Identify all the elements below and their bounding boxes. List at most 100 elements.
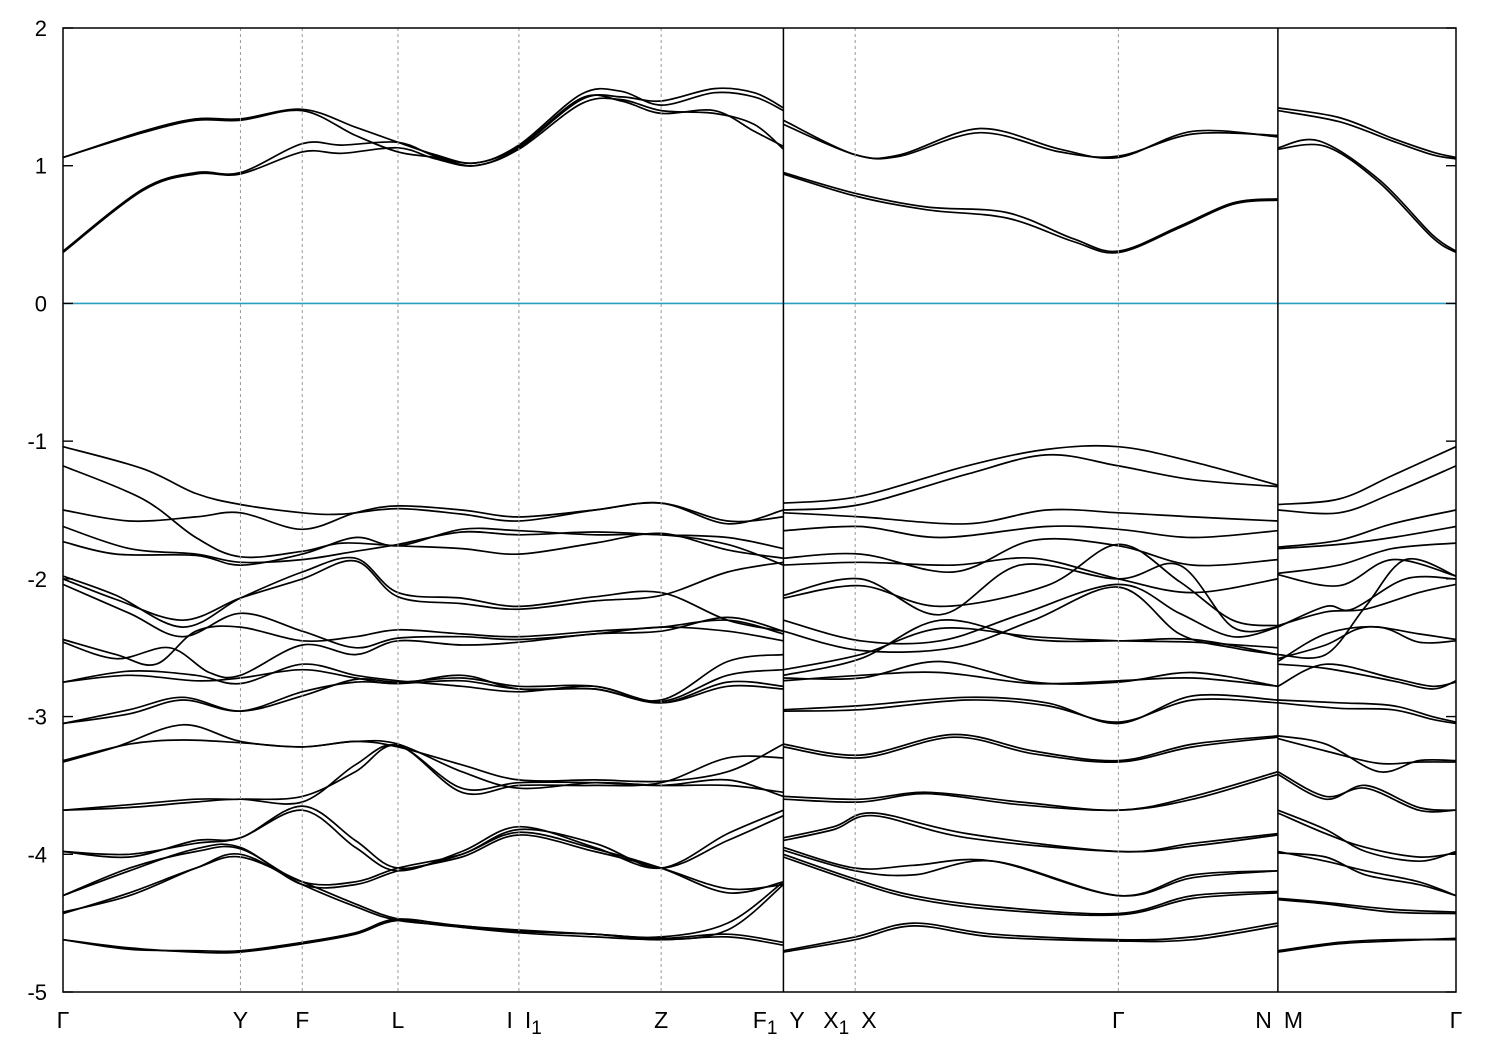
band-line-86 bbox=[1277, 812, 1457, 858]
band-line-34 bbox=[783, 444, 1279, 504]
band-line-89 bbox=[1277, 897, 1457, 913]
band-line-32 bbox=[783, 119, 1278, 160]
band-line-27 bbox=[62, 855, 784, 941]
band-line-73 bbox=[1277, 583, 1457, 627]
band-line-18 bbox=[62, 723, 784, 783]
band-line-71 bbox=[1277, 558, 1457, 587]
band-line-81 bbox=[1277, 735, 1457, 773]
band-line-58 bbox=[783, 853, 1278, 915]
band-line-0 bbox=[62, 97, 784, 254]
y-tick-label: -2 bbox=[27, 567, 47, 592]
band-line-44 bbox=[783, 627, 1278, 671]
y-tick-label: -4 bbox=[27, 842, 47, 867]
band-line-55 bbox=[783, 814, 1279, 853]
band-line-66 bbox=[1277, 445, 1457, 506]
band-line-37 bbox=[783, 525, 1278, 539]
band-line-54 bbox=[783, 812, 1278, 853]
kpoint-label: F1 bbox=[753, 1007, 778, 1039]
kpoint-label: F bbox=[295, 1007, 309, 1033]
kpoint-label: Y bbox=[789, 1007, 804, 1033]
band-line-53 bbox=[783, 773, 1279, 812]
band-line-41 bbox=[783, 543, 1279, 627]
band-line-3 bbox=[62, 94, 784, 252]
y-tick-label: 1 bbox=[35, 154, 47, 179]
kpoint-label: M bbox=[1284, 1007, 1303, 1033]
band-line-48 bbox=[783, 693, 1278, 725]
kpoint-label: L bbox=[392, 1007, 405, 1033]
band-line-69 bbox=[1277, 525, 1457, 550]
band-line-74 bbox=[1277, 557, 1457, 659]
band-line-49 bbox=[783, 698, 1278, 723]
band-line-10 bbox=[62, 559, 784, 622]
band-line-42 bbox=[783, 583, 1279, 645]
band-line-59 bbox=[783, 856, 1278, 917]
band-line-68 bbox=[1277, 509, 1457, 549]
kpoint-label: Y bbox=[233, 1007, 248, 1033]
band-line-83 bbox=[1277, 770, 1457, 813]
kpoint-label: I1 bbox=[525, 1007, 542, 1039]
band-line-43 bbox=[783, 586, 1279, 656]
band-line-15 bbox=[62, 653, 784, 702]
band-line-12 bbox=[62, 619, 784, 666]
band-line-35 bbox=[783, 453, 1278, 511]
band-line-38 bbox=[783, 537, 1278, 573]
band-line-62 bbox=[1277, 107, 1457, 159]
band-line-2 bbox=[62, 87, 784, 167]
band-line-70 bbox=[1277, 542, 1457, 575]
kpoint-label: Γ bbox=[57, 1007, 70, 1033]
band-line-9 bbox=[62, 556, 784, 633]
band-line-72 bbox=[1277, 575, 1457, 628]
band-line-51 bbox=[783, 736, 1278, 764]
band-line-22 bbox=[62, 805, 784, 870]
kpoint-label: X bbox=[861, 1007, 876, 1033]
y-axis-ticks: -5 -4 -3 -2 -1 0 1 2 bbox=[27, 16, 1456, 1005]
band-line-5 bbox=[62, 465, 784, 560]
band-line-47 bbox=[783, 671, 1278, 688]
band-line-60 bbox=[783, 922, 1279, 952]
band-line-80 bbox=[1277, 701, 1457, 725]
band-line-64 bbox=[1277, 143, 1457, 254]
plot-frame bbox=[62, 27, 1457, 993]
segment-separators bbox=[782, 28, 1279, 992]
band-line-78 bbox=[1277, 663, 1457, 688]
kpoint-gridlines bbox=[239, 28, 1279, 992]
y-tick-label: -3 bbox=[27, 705, 47, 730]
band-line-11 bbox=[62, 583, 784, 649]
band-line-77 bbox=[1277, 663, 1457, 690]
band-line-45 bbox=[783, 619, 1279, 677]
kpoint-label: X1 bbox=[823, 1007, 849, 1039]
band-line-6 bbox=[62, 501, 784, 531]
band-line-33 bbox=[783, 123, 1278, 160]
band-line-7 bbox=[62, 525, 784, 564]
band-line-30 bbox=[783, 173, 1278, 254]
band-line-79 bbox=[1277, 699, 1457, 723]
band-line-52 bbox=[783, 770, 1279, 812]
band-line-23 bbox=[62, 809, 784, 872]
band-line-65 bbox=[1277, 138, 1457, 252]
band-line-88 bbox=[1277, 852, 1457, 897]
band-line-31 bbox=[783, 171, 1278, 253]
y-tick-label: 2 bbox=[35, 16, 47, 41]
kpoint-label: Z bbox=[654, 1007, 668, 1033]
y-tick-label: -1 bbox=[27, 429, 47, 454]
band-line-46 bbox=[783, 660, 1279, 688]
kpoint-label: Γ bbox=[1450, 1007, 1463, 1033]
band-line-28 bbox=[62, 919, 784, 954]
band-line-84 bbox=[1277, 773, 1457, 812]
y-tick-label: -5 bbox=[27, 980, 47, 1005]
band-line-13 bbox=[62, 616, 784, 679]
band-lines bbox=[62, 87, 1457, 954]
band-line-39 bbox=[783, 556, 1279, 594]
band-line-50 bbox=[783, 733, 1278, 762]
band-line-92 bbox=[1277, 937, 1457, 953]
band-line-67 bbox=[1277, 465, 1457, 515]
band-line-85 bbox=[1277, 809, 1457, 863]
band-line-61 bbox=[783, 925, 1279, 953]
kpoint-label: N bbox=[1255, 1007, 1272, 1033]
band-line-82 bbox=[1277, 737, 1457, 765]
band-line-76 bbox=[1277, 625, 1457, 663]
band-line-17 bbox=[62, 679, 784, 725]
band-line-63 bbox=[1277, 109, 1457, 160]
band-line-4 bbox=[62, 445, 784, 523]
